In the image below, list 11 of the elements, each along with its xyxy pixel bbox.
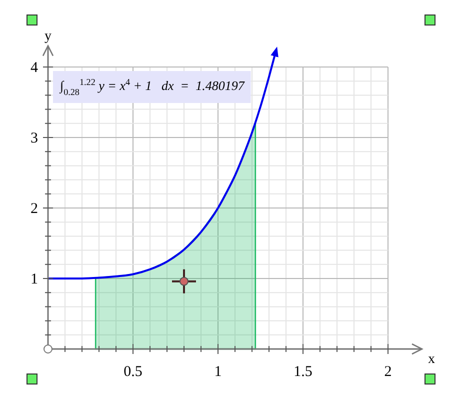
y-tick-label: 3 [30,130,38,146]
x-axis-title: x [428,352,435,367]
y-tick-label: 2 [30,201,38,217]
y-tick-label: 1 [30,272,38,288]
y-axis-title: y [44,28,52,44]
x-tick-label: 1 [214,364,222,380]
y-tick-label: 4 [30,60,38,76]
x-tick-label: 0.5 [124,364,142,380]
x-tick-label: 2 [384,364,392,380]
annotation: ∫$_{0.28}$$^{1.22}$ y = x$^{4}$ + 1 dx = 1.480197 [59,77,245,97]
x-tick-label: 1.5 [294,364,312,380]
